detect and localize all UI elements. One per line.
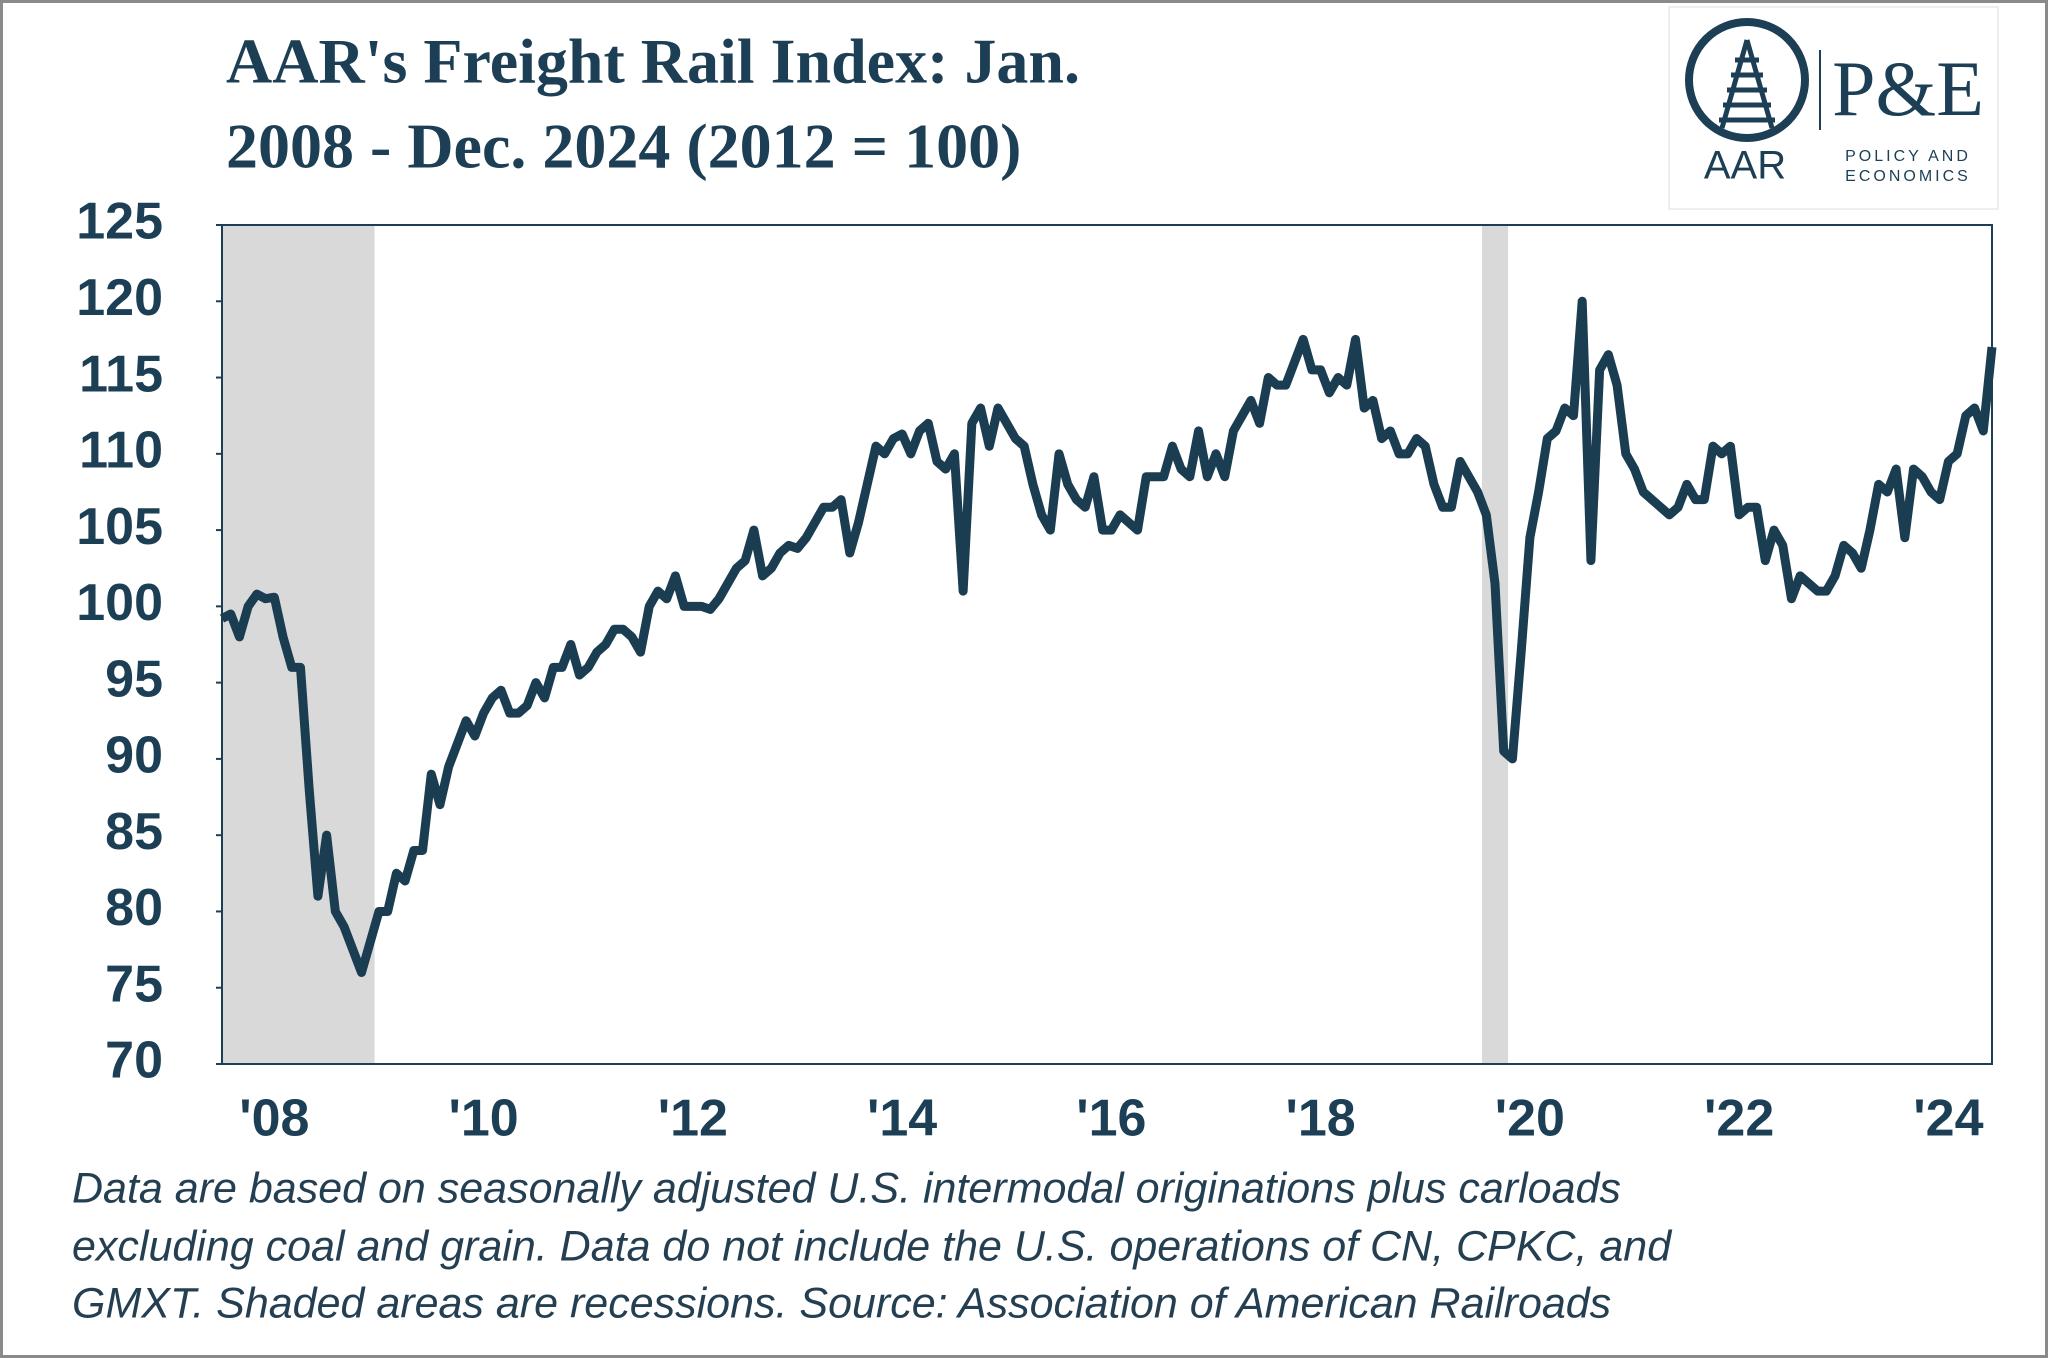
y-tick-label: 85 bbox=[105, 803, 163, 861]
x-tick-label: '08 bbox=[239, 1090, 309, 1148]
x-tick-label: '24 bbox=[1913, 1090, 1983, 1148]
y-tick-label: 100 bbox=[76, 574, 163, 632]
chart-title: 2008 - Dec. 2024 (2012 = 100) bbox=[226, 111, 1021, 182]
footnote: GMXT. Shaded areas are recessions. Sourc… bbox=[72, 1279, 1611, 1327]
y-tick-label: 110 bbox=[79, 422, 163, 480]
logo-text: ECONOMICS bbox=[1845, 168, 1971, 185]
logo-text: POLICY AND bbox=[1845, 148, 1971, 165]
y-tick-label: 95 bbox=[105, 650, 163, 708]
logo: AAR P&E POLICY AND ECONOMICS bbox=[1668, 6, 1999, 210]
logo-track bbox=[1719, 39, 1775, 129]
footnote: Data are based on seasonally adjusted U.… bbox=[72, 1164, 1621, 1212]
y-tick-label: 125 bbox=[76, 193, 163, 251]
chart-title: AAR's Freight Rail Index: Jan. bbox=[226, 26, 1080, 97]
x-tick-label: '22 bbox=[1704, 1090, 1774, 1148]
logo-box bbox=[1668, 6, 1999, 210]
logo-ring bbox=[1685, 18, 1809, 142]
plot-area: 70 75 80 85 90 95 100 105 110 115 120 125 '08 '10 '12 '… bbox=[76, 193, 1997, 1148]
data-line bbox=[219, 296, 1997, 977]
y-tick-label: 115 bbox=[79, 345, 163, 403]
x-tick-label: '20 bbox=[1495, 1090, 1565, 1148]
logo-text: AAR bbox=[1704, 144, 1786, 188]
logo-text: P&E bbox=[1832, 45, 1984, 132]
y-tick-label: 90 bbox=[105, 727, 163, 785]
x-tick-label: '16 bbox=[1076, 1090, 1146, 1148]
footnote: excluding coal and grain. Data do not in… bbox=[72, 1222, 1673, 1270]
x-tick-label: '12 bbox=[658, 1090, 728, 1148]
x-tick-label: '14 bbox=[867, 1090, 937, 1148]
y-tick-label: 80 bbox=[105, 879, 163, 937]
y-tick-label: 70 bbox=[105, 1032, 163, 1090]
y-tick-label: 105 bbox=[76, 498, 163, 556]
x-tick-label: '10 bbox=[448, 1090, 518, 1148]
recession-shade bbox=[222, 225, 375, 1064]
plot-border bbox=[221, 224, 1993, 1065]
y-tick-label: 75 bbox=[105, 955, 163, 1013]
y-tick-label: 120 bbox=[76, 269, 163, 327]
x-tick-label: '18 bbox=[1286, 1090, 1356, 1148]
